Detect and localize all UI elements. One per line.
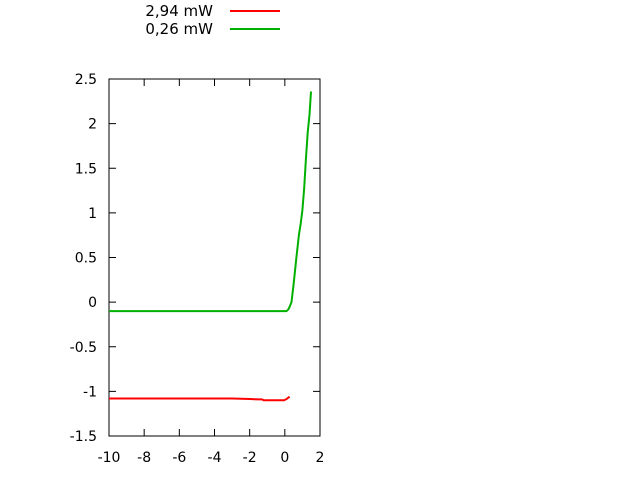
y-tick-label: 0.5: [75, 251, 97, 267]
y-tick-label: 2.5: [75, 72, 97, 88]
legend-item: 2,94 mW: [143, 2, 280, 20]
legend-line-sample-icon: [230, 28, 280, 30]
x-tick-label: -6: [172, 450, 186, 466]
y-tick-label: -1.5: [70, 429, 97, 445]
x-tick-label: -4: [208, 450, 222, 466]
y-tick-label: -1: [83, 384, 97, 400]
y-tick-label: 1: [88, 206, 97, 222]
x-tick-label: -10: [98, 450, 121, 466]
legend-label: 2,94 mW: [145, 2, 213, 20]
x-tick-label: 2: [316, 450, 325, 466]
series-curve-1: [109, 91, 312, 313]
x-tick-label: -2: [243, 450, 257, 466]
plot-legend: 2,94 mW 0,26 mW: [143, 2, 280, 38]
x-tick-label: -8: [137, 450, 151, 466]
legend-item: 0,26 mW: [143, 20, 280, 38]
y-tick-label: 1.5: [75, 161, 97, 177]
legend-line-sample-icon: [230, 10, 280, 12]
x-tick-label: 0: [280, 450, 289, 466]
legend-label: 0,26 mW: [145, 20, 213, 38]
series-curve-0: [109, 395, 291, 402]
y-tick-label: 0: [88, 295, 97, 311]
axis-frame: [108, 78, 321, 437]
y-tick-label: 2: [88, 117, 97, 133]
y-tick-label: -0.5: [70, 340, 97, 356]
